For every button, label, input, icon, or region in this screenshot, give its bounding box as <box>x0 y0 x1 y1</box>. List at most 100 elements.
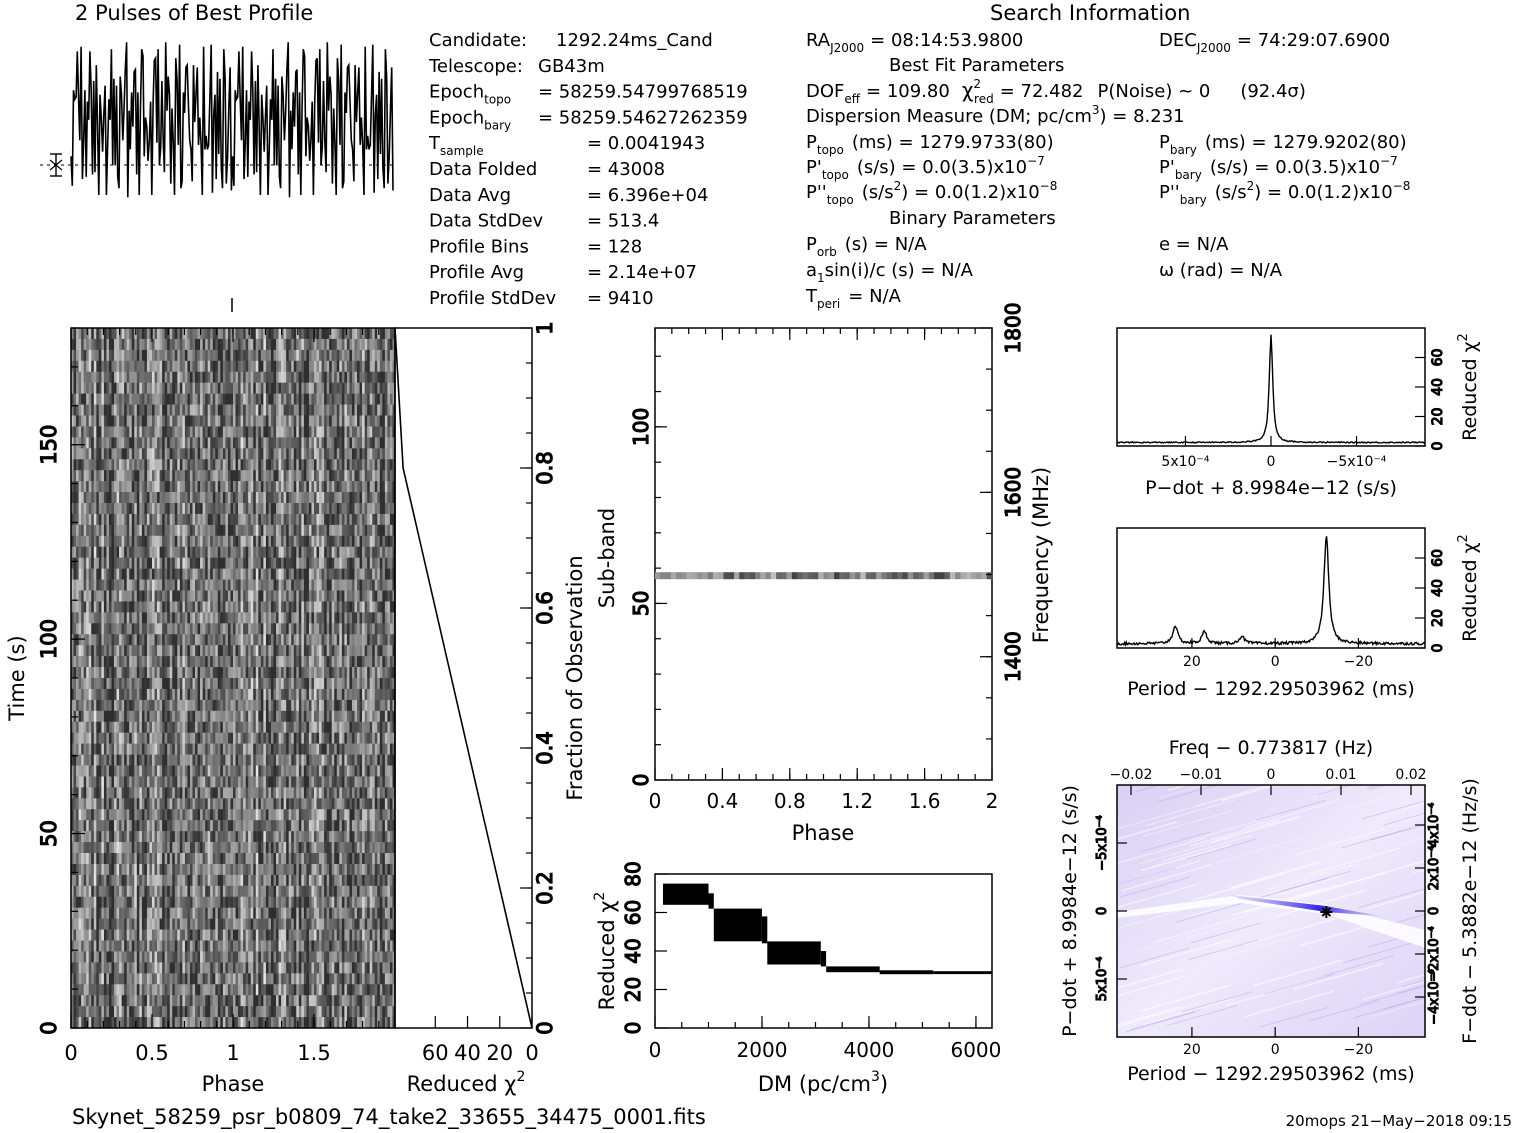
time-phase-cell <box>372 404 376 416</box>
time-phase-cell <box>298 623 302 635</box>
time-phase-cell <box>189 688 193 701</box>
time-phase-cell <box>379 590 383 602</box>
time-phase-cell <box>230 557 234 569</box>
time-phase-cell <box>387 634 391 646</box>
time-phase-cell <box>265 328 269 340</box>
time-phase-cell <box>101 699 105 712</box>
time-phase-cell <box>336 437 340 449</box>
time-phase-cell <box>86 492 90 504</box>
time-phase-cell <box>106 579 110 591</box>
time-phase-cell <box>86 382 90 394</box>
time-phase-cell <box>154 524 158 537</box>
time-phase-cell <box>339 699 343 712</box>
time-phase-cell <box>103 568 107 580</box>
time-phase-cell <box>119 568 122 580</box>
time-phase-cell <box>207 513 211 526</box>
time-phase-cell <box>146 338 150 351</box>
time-phase-cell <box>331 382 335 394</box>
time-phase-cell <box>108 492 112 504</box>
time-phase-cell <box>255 338 259 351</box>
time-phase-cell <box>212 721 216 733</box>
time-phase-cell <box>268 645 272 657</box>
time-phase-cell <box>283 426 287 438</box>
time-phase-cell <box>233 470 236 482</box>
time-phase-cell <box>159 382 163 394</box>
time-phase-cell <box>364 503 368 515</box>
time-phase-cell <box>88 382 92 394</box>
time-phase-cell <box>382 579 386 591</box>
time-phase-cell <box>134 360 138 373</box>
time-phase-cell <box>129 349 133 362</box>
time-phase-cell <box>230 732 234 744</box>
time-phase-cell <box>319 513 322 526</box>
time-phase-cell <box>192 338 196 351</box>
time-phase-cell <box>192 656 196 668</box>
time-phase-cell <box>303 492 307 504</box>
time-phase-cell <box>93 338 97 351</box>
time-phase-cell <box>91 634 95 646</box>
time-phase-cell <box>293 732 297 744</box>
time-phase-cell <box>187 590 191 602</box>
time-phase-cell <box>240 437 244 449</box>
time-phase-cell <box>189 656 193 668</box>
time-phase-cell <box>164 623 168 635</box>
time-phase-cell <box>263 404 267 416</box>
time-phase-cell <box>141 371 145 383</box>
time-phase-cell <box>93 470 97 482</box>
time-phase-cell <box>288 601 292 613</box>
pdtopo-exp: −7 <box>1027 154 1045 168</box>
time-phase-cell <box>106 656 110 668</box>
time-phase-cell <box>276 459 279 471</box>
time-phase-cell <box>225 601 229 613</box>
time-phase-cell <box>351 710 355 723</box>
time-phase-cell <box>225 459 229 471</box>
time-phase-cell <box>341 415 345 427</box>
pddbary-value: (s/s <box>1215 182 1247 203</box>
time-phase-cell <box>301 667 305 679</box>
time-phase-cell <box>174 371 178 383</box>
time-phase-cell <box>263 667 267 679</box>
time-phase-cell <box>172 448 176 460</box>
time-phase-cell <box>86 338 90 351</box>
time-phase-cell <box>154 678 158 690</box>
time-phase-cell <box>278 656 282 668</box>
time-phase-cell <box>192 459 196 471</box>
time-phase-cell <box>306 535 310 548</box>
time-phase-cell <box>134 732 138 744</box>
time-phase-cell <box>73 568 77 580</box>
time-phase-cell <box>78 371 82 383</box>
time-phase-cell <box>230 699 234 712</box>
time-phase-cell <box>162 656 165 668</box>
time-phase-cell <box>281 568 284 580</box>
time-phase-cell <box>189 678 193 690</box>
time-phase-cell <box>377 535 381 548</box>
time-phase-cell <box>106 459 110 471</box>
time-phase-cell <box>164 710 168 723</box>
time-phase-cell <box>349 656 353 668</box>
time-phase-cell <box>369 328 373 340</box>
time-phase-cell <box>76 535 79 548</box>
time-phase-cell <box>162 590 165 602</box>
time-phase-cell <box>86 699 90 712</box>
time-phase-cell <box>281 481 284 493</box>
time-phase-cell <box>136 360 140 373</box>
time-phase-cell <box>144 360 148 373</box>
time-phase-cell <box>220 393 224 405</box>
time-phase-cell <box>121 459 125 471</box>
time-phase-cell <box>146 546 150 558</box>
time-phase-cell <box>283 437 287 449</box>
time-phase-cell <box>184 623 188 635</box>
time-phase-cell <box>96 448 100 460</box>
time-phase-cell <box>225 328 229 340</box>
time-phase-cell <box>116 601 120 613</box>
time-phase-cell <box>179 710 183 723</box>
time-phase-cell <box>111 481 115 493</box>
time-phase-cell <box>182 513 186 526</box>
time-phase-cell <box>230 426 234 438</box>
time-phase-cell <box>134 382 138 394</box>
time-phase-cell <box>235 404 239 416</box>
time-phase-cell <box>392 710 396 723</box>
time-phase-cell <box>364 568 368 580</box>
time-phase-cell <box>379 349 383 362</box>
time-phase-cell <box>119 481 122 493</box>
